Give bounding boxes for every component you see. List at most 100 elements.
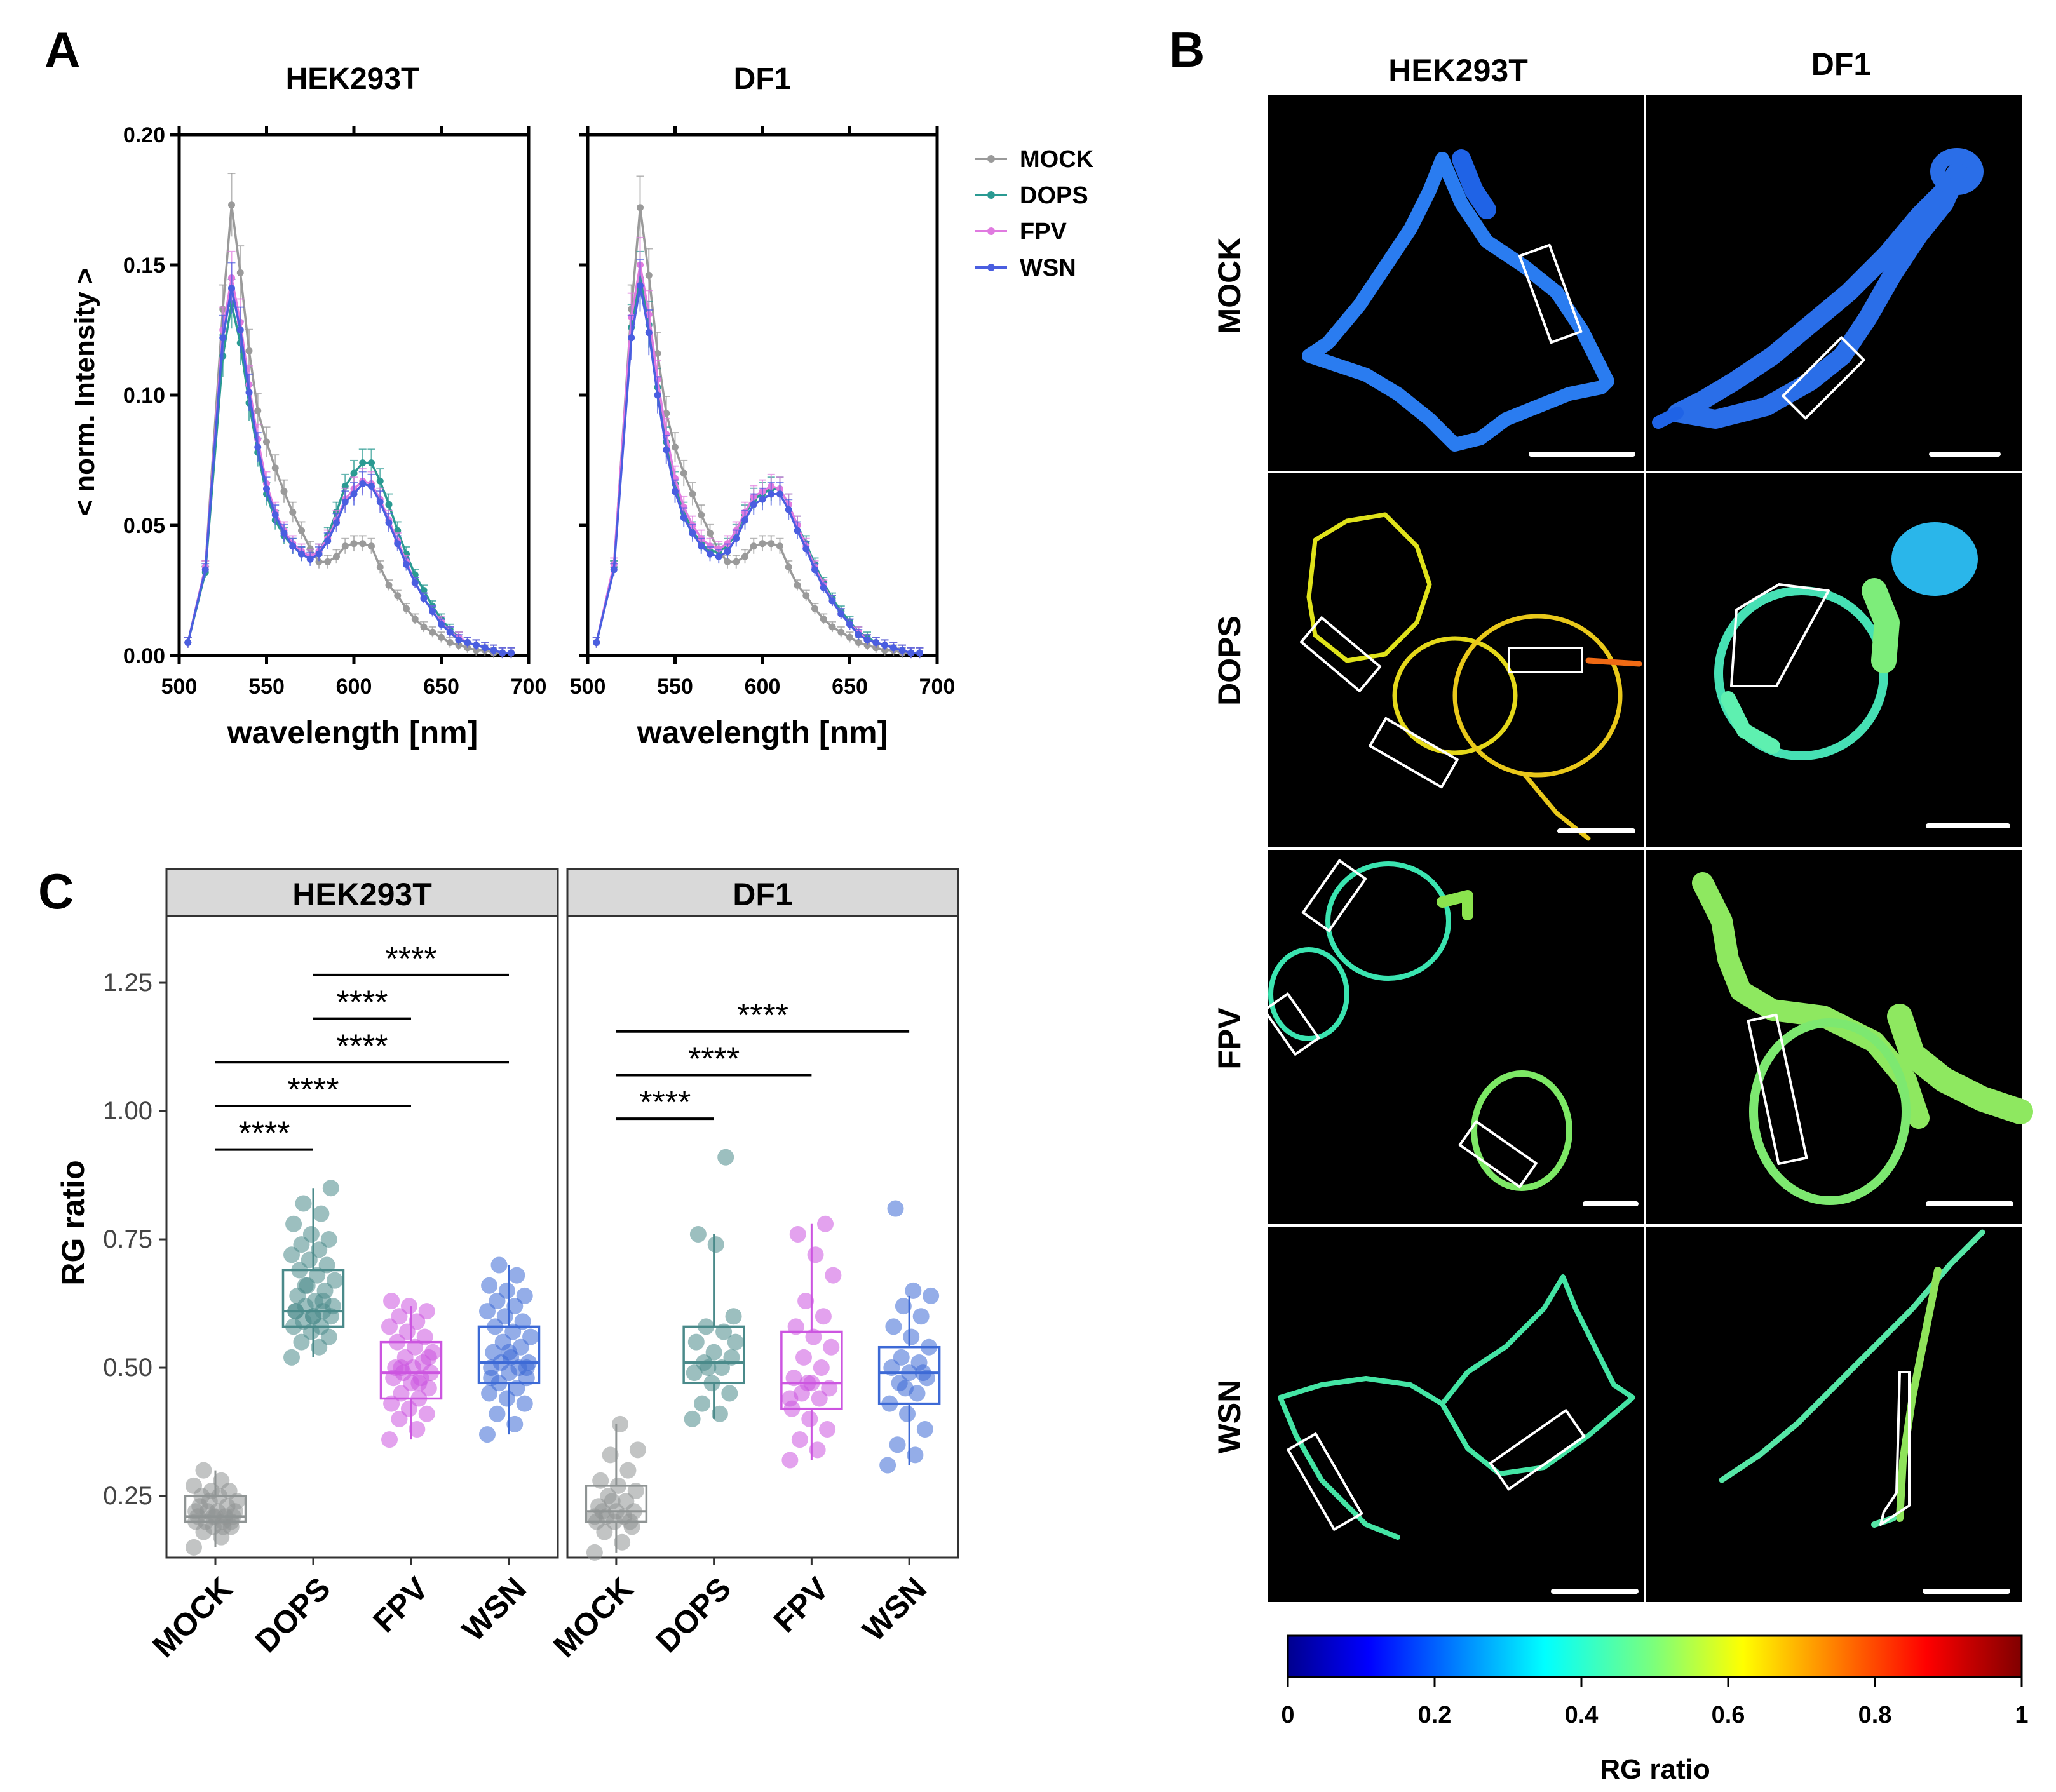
data-point <box>359 459 367 467</box>
data-point <box>837 628 845 636</box>
data-point <box>350 469 358 477</box>
data-point <box>420 595 428 602</box>
data-point <box>508 649 515 657</box>
data-point <box>794 527 801 534</box>
y-tick-label: 0.20 <box>123 123 165 147</box>
data-point <box>802 592 810 600</box>
data-point <box>820 616 827 623</box>
data-point <box>815 1308 832 1325</box>
data-point <box>781 1452 799 1469</box>
data-point <box>717 1149 734 1166</box>
data-point <box>604 1493 621 1510</box>
facet-strip-label: DF1 <box>733 877 792 912</box>
significance-bar: **** <box>215 1115 313 1152</box>
data-point <box>409 1421 426 1438</box>
micro-row-label-wsn: WSN <box>1212 1380 1247 1454</box>
data-point <box>481 1385 498 1402</box>
data-point <box>403 561 410 568</box>
data-point <box>828 597 836 605</box>
data-point <box>418 1303 435 1320</box>
data-point <box>741 516 748 524</box>
colorbar-tick-label: 0.2 <box>1418 1702 1452 1728</box>
data-point <box>400 1298 417 1315</box>
data-point <box>522 1328 539 1345</box>
micro-image-wsn-hek <box>1278 1274 1639 1594</box>
data-point <box>481 1277 498 1294</box>
data-point <box>715 545 722 553</box>
facet-strip <box>165 868 559 917</box>
data-point <box>586 1544 603 1561</box>
legend-item-mock: MOCK <box>975 146 1094 173</box>
data-point <box>381 1431 398 1448</box>
data-point <box>811 605 818 612</box>
data-point <box>802 545 810 553</box>
spectra-xlabel-df1: wavelength [nm] <box>637 715 888 750</box>
data-point <box>791 1431 808 1448</box>
data-point <box>750 542 757 550</box>
data-point <box>186 1477 202 1494</box>
x-tick-label: WSN <box>456 1570 533 1648</box>
data-point <box>759 495 766 503</box>
data-point <box>776 542 783 550</box>
data-point <box>721 1385 738 1402</box>
data-point <box>672 443 679 451</box>
data-point <box>741 553 748 560</box>
data-point <box>727 1333 744 1351</box>
colorbar-ticks: 0 0.2 0.4 0.6 0.8 1 <box>1281 1677 2029 1728</box>
data-point <box>411 616 419 623</box>
data-point <box>376 477 384 485</box>
x-tick-label: DOPS <box>649 1570 738 1659</box>
x-tick-label: 600 <box>745 675 781 699</box>
data-point <box>516 1287 533 1304</box>
micro-image-wsn-df1 <box>1719 1229 2010 1594</box>
x-tick-label: FPV <box>366 1570 435 1640</box>
data-point <box>479 1426 496 1443</box>
data-point <box>350 540 358 548</box>
y-tick-label: 1.00 <box>103 1097 152 1125</box>
data-point <box>907 649 915 657</box>
data-point <box>516 1395 533 1412</box>
micro-col-label-df1: DF1 <box>1811 46 1871 82</box>
data-point <box>289 542 297 550</box>
data-point <box>297 1277 314 1294</box>
data-point <box>228 285 235 292</box>
data-point <box>298 527 305 534</box>
colorbar-tick-label: 0.6 <box>1712 1702 1745 1728</box>
data-point <box>254 443 262 451</box>
data-point <box>619 1462 637 1479</box>
data-point <box>446 639 454 646</box>
data-point <box>885 1318 902 1335</box>
data-point <box>368 542 375 550</box>
significance-label: **** <box>337 1028 388 1065</box>
data-point <box>663 446 670 454</box>
data-point <box>846 621 853 628</box>
facet-strip-label: HEK293T <box>292 877 432 912</box>
data-point <box>916 649 923 657</box>
data-point <box>612 1415 629 1432</box>
significance-bar: **** <box>215 1028 509 1065</box>
x-tick-label: 550 <box>248 675 285 699</box>
spectra-ylabel: < norm. Intensity > <box>69 267 100 516</box>
box-wsn: WSN <box>856 1200 941 1648</box>
y-tick-label: 0.25 <box>103 1482 152 1510</box>
series-mock <box>184 173 515 659</box>
data-point <box>711 1405 728 1422</box>
data-point <box>490 1256 508 1274</box>
y-tick-label: 0.15 <box>123 253 165 278</box>
data-point <box>893 1349 910 1366</box>
data-point <box>872 639 880 646</box>
data-point <box>213 1472 230 1489</box>
data-point <box>499 649 506 657</box>
data-point <box>663 410 670 417</box>
box-fpv: FPV <box>366 1293 443 1640</box>
data-point <box>320 1231 337 1248</box>
significance-bar: **** <box>616 1041 812 1077</box>
data-point <box>473 647 480 654</box>
data-point <box>479 1303 496 1320</box>
data-point <box>898 647 906 654</box>
x-tick-label: 500 <box>161 675 198 699</box>
data-point <box>438 621 445 628</box>
data-point <box>508 1267 525 1284</box>
significance-bar: **** <box>215 1072 411 1108</box>
significance-bar: **** <box>616 997 910 1034</box>
